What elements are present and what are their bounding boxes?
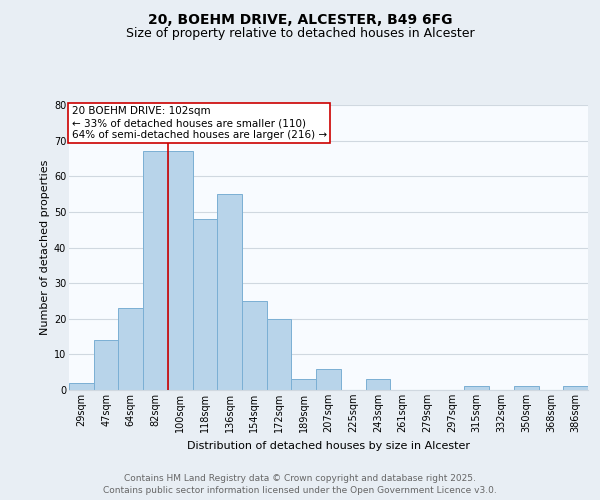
- Y-axis label: Number of detached properties: Number of detached properties: [40, 160, 50, 335]
- Bar: [563, 386, 588, 390]
- Bar: [514, 386, 539, 390]
- Text: 20, BOEHM DRIVE, ALCESTER, B49 6FG: 20, BOEHM DRIVE, ALCESTER, B49 6FG: [148, 12, 452, 26]
- Bar: [365, 380, 390, 390]
- Bar: [242, 301, 267, 390]
- Text: Contains HM Land Registry data © Crown copyright and database right 2025.
Contai: Contains HM Land Registry data © Crown c…: [103, 474, 497, 495]
- Bar: [193, 219, 217, 390]
- Text: 20 BOEHM DRIVE: 102sqm
← 33% of detached houses are smaller (110)
64% of semi-de: 20 BOEHM DRIVE: 102sqm ← 33% of detached…: [71, 106, 327, 140]
- X-axis label: Distribution of detached houses by size in Alcester: Distribution of detached houses by size …: [187, 440, 470, 450]
- Bar: [143, 152, 168, 390]
- Bar: [464, 386, 489, 390]
- Bar: [292, 380, 316, 390]
- Bar: [316, 368, 341, 390]
- Bar: [69, 383, 94, 390]
- Bar: [118, 308, 143, 390]
- Bar: [94, 340, 118, 390]
- Text: Size of property relative to detached houses in Alcester: Size of property relative to detached ho…: [125, 28, 475, 40]
- Bar: [217, 194, 242, 390]
- Bar: [267, 319, 292, 390]
- Bar: [168, 152, 193, 390]
